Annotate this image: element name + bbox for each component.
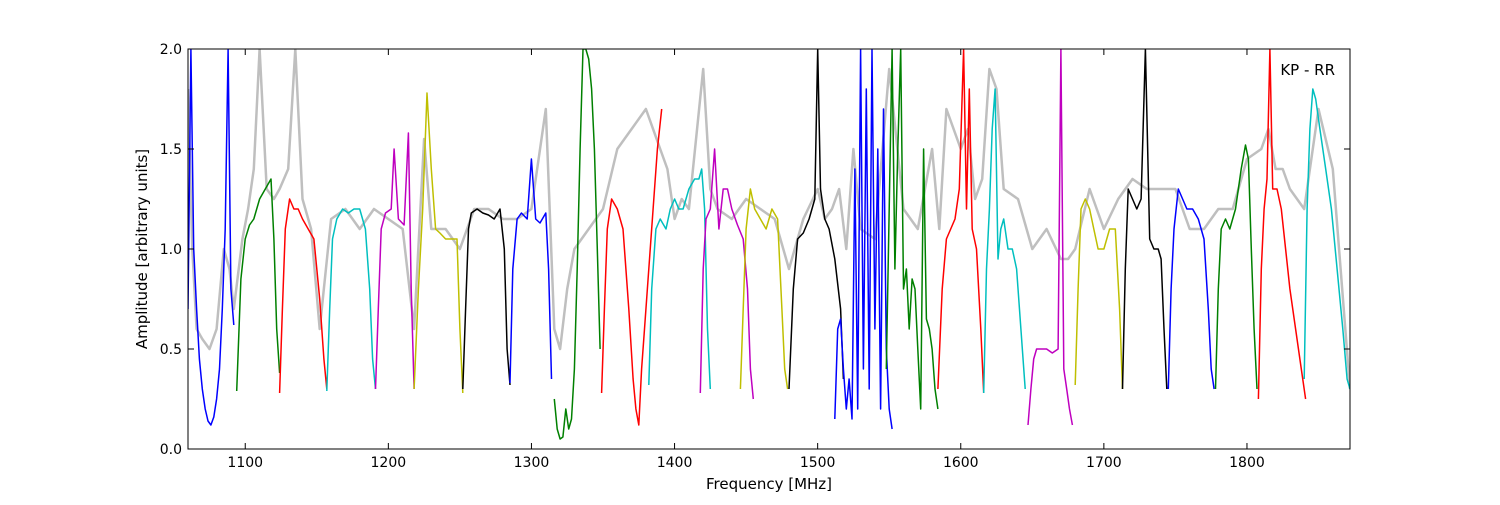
series-line-7 [462, 208, 511, 390]
series-line-13 [739, 188, 789, 390]
series-line-18 [982, 88, 1026, 394]
x-tick-label: 1600 [943, 455, 979, 471]
x-tick-label: 1200 [371, 455, 407, 471]
series-line-20 [1074, 198, 1124, 390]
series-line-4 [326, 208, 377, 392]
x-tick-label: 1500 [800, 455, 836, 471]
series-line-23 [1214, 144, 1258, 390]
x-tick-label: 1300 [514, 455, 550, 471]
series-line-14 [788, 49, 845, 390]
series-line-21 [1121, 49, 1168, 390]
y-tick-label: 1.0 [160, 242, 182, 258]
series-line-3 [278, 198, 328, 394]
x-axis: 1100 1200 1300 1400 1500 1600 1700 1800 [227, 49, 1265, 471]
x-tick-label: 1700 [1086, 455, 1122, 471]
series-line-19 [1027, 49, 1074, 426]
y-tick-label: 1.5 [160, 142, 182, 158]
chart-annotation: KP - RR [1280, 61, 1335, 79]
series-line-2 [235, 178, 281, 392]
series-line-8 [509, 158, 553, 384]
y-tick-label: 2.0 [160, 42, 182, 58]
series-line-5 [374, 132, 415, 390]
series-line-25 [1303, 88, 1350, 390]
series-line-6 [413, 92, 464, 394]
x-tick-label: 1400 [657, 455, 693, 471]
x-tick-label: 1800 [1229, 455, 1265, 471]
y-axis-label: Amplitude [arbitrary units] [133, 149, 151, 349]
series-line-10 [600, 108, 663, 426]
series-line-17 [937, 49, 985, 394]
y-axis: 0.0 0.5 1.0 1.5 2.0 [160, 42, 1350, 458]
series-line-1 [188, 49, 235, 426]
series-layer [188, 49, 1350, 440]
y-tick-label: 0.5 [160, 342, 182, 358]
x-tick-label: 1100 [227, 455, 263, 471]
series-line-11 [648, 168, 712, 390]
plot-frame [187, 48, 1351, 450]
y-tick-label: 0.0 [160, 442, 182, 458]
series-line-15 [834, 49, 893, 430]
series-line-12 [699, 148, 755, 400]
series-line-24 [1257, 49, 1307, 400]
series-line-16 [885, 49, 939, 410]
series-line-22 [1167, 188, 1215, 390]
series-line-9 [553, 49, 601, 440]
x-axis-label: Frequency [MHz] [706, 475, 832, 493]
